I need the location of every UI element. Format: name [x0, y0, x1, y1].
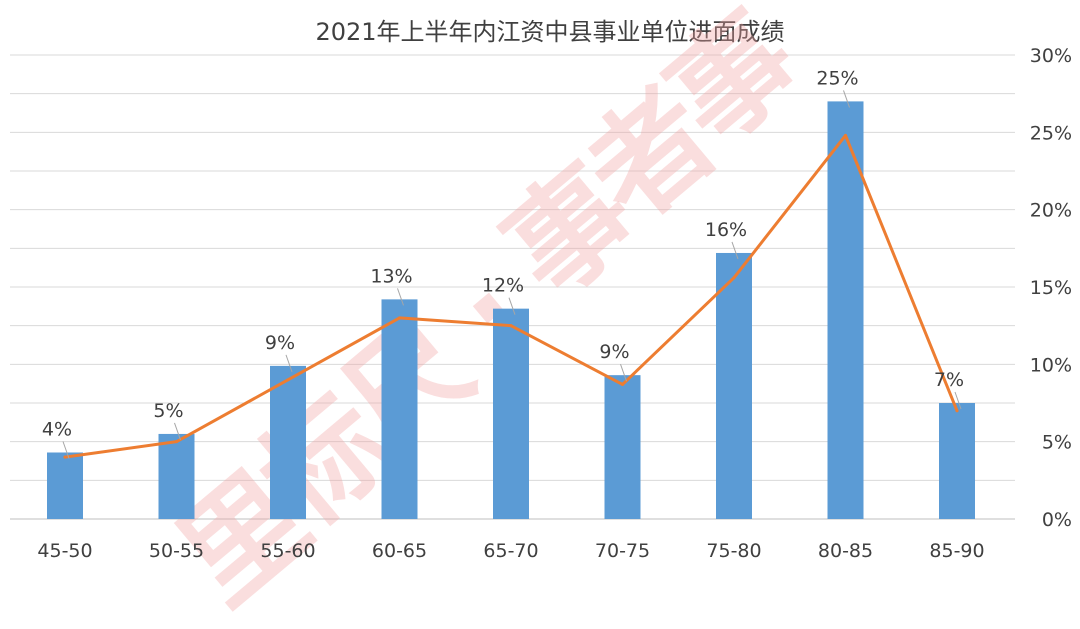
- bar-45-50: [47, 452, 83, 519]
- data-label-45-50: 4%: [42, 418, 72, 440]
- data-label-50-55: 5%: [153, 400, 183, 422]
- data-label-75-80: 16%: [705, 219, 747, 241]
- bar-series: [47, 101, 975, 519]
- y-tick-label: 15%: [1030, 277, 1072, 299]
- x-tick-label: 60-65: [372, 540, 427, 562]
- x-axis-tick-labels: 45-50 50-55 55-60 60-65 65-70 70-75 75-80 80-85…: [37, 540, 984, 562]
- y-axis-tick-labels: 0% 5% 10% 15% 20% 25% 30%: [1030, 45, 1072, 531]
- x-tick-label: 45-50: [37, 540, 92, 562]
- y-tick-label: 10%: [1030, 354, 1072, 376]
- x-tick-label: 70-75: [595, 540, 650, 562]
- x-tick-label: 80-85: [818, 540, 873, 562]
- line-point-65-70: [510, 324, 513, 327]
- line-point-85-90: [956, 409, 959, 412]
- bar-85-90: [939, 403, 975, 519]
- bar-60-65: [382, 299, 418, 519]
- data-label-60-65: 13%: [370, 265, 412, 287]
- line-point-80-85: [844, 134, 847, 137]
- data-label-85-90: 7%: [934, 369, 964, 391]
- y-tick-label: 25%: [1030, 122, 1072, 144]
- line-point-70-75: [621, 383, 624, 386]
- line-point-75-80: [733, 276, 736, 279]
- bar-75-80: [716, 253, 752, 519]
- data-label-80-85: 25%: [816, 67, 858, 89]
- bar-50-55: [159, 434, 195, 519]
- y-tick-label: 30%: [1030, 45, 1072, 67]
- data-label-70-75: 9%: [599, 341, 629, 363]
- x-tick-label: 65-70: [483, 540, 538, 562]
- y-tick-label: 20%: [1030, 200, 1072, 222]
- y-tick-label: 0%: [1042, 509, 1072, 531]
- data-label-55-60: 9%: [265, 332, 295, 354]
- line-point-55-60: [287, 378, 290, 381]
- bar-65-70: [493, 309, 529, 519]
- x-tick-label: 85-90: [929, 540, 984, 562]
- line-point-50-55: [175, 440, 178, 443]
- y-tick-label: 5%: [1042, 432, 1072, 454]
- line-point-45-50: [64, 456, 67, 459]
- data-label-65-70: 12%: [482, 275, 524, 297]
- bar-70-75: [605, 375, 641, 519]
- x-tick-label: 50-55: [149, 540, 204, 562]
- x-tick-label: 55-60: [260, 540, 315, 562]
- line-point-60-65: [398, 316, 401, 319]
- bar-55-60: [270, 366, 306, 519]
- x-tick-label: 75-80: [706, 540, 761, 562]
